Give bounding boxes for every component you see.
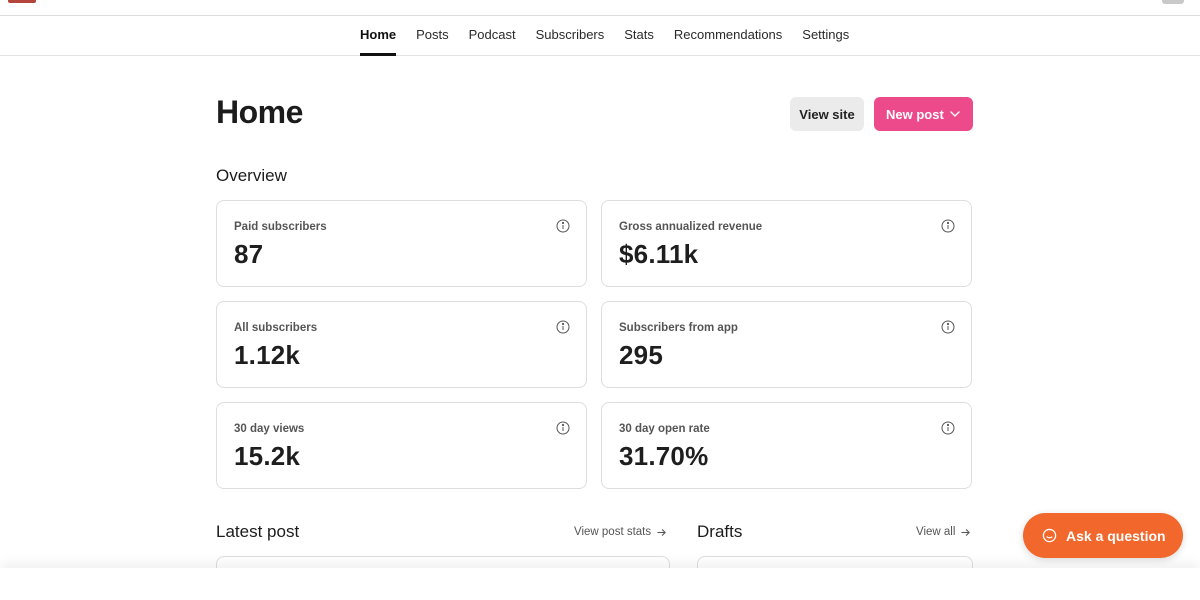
drafts-panel[interactable] [697, 556, 973, 576]
tab-stats[interactable]: Stats [624, 27, 654, 42]
stat-value: 87 [234, 239, 264, 269]
chevron-down-icon [950, 111, 960, 117]
stat-card-30-day-views[interactable]: 30 day views 15.2k [216, 402, 587, 489]
view-all-label: View all [916, 526, 956, 538]
stat-card-30-day-open-rate[interactable]: 30 day open rate 31.70% [601, 402, 972, 489]
stat-value: $6.11k [619, 239, 699, 269]
stat-label: Gross annualized revenue [619, 221, 763, 233]
overview-heading: Overview [216, 166, 287, 185]
new-post-label: New post [886, 106, 944, 122]
top-strip [0, 0, 1200, 16]
tab-recommendations[interactable]: Recommendations [673, 27, 783, 42]
stat-card-all-subscribers[interactable]: All subscribers 1.12k [216, 301, 587, 388]
view-site-label: View site [799, 106, 855, 122]
avatar[interactable] [1162, 0, 1184, 4]
stat-label: All subscribers [234, 322, 318, 334]
stat-value: 15.2k [234, 441, 301, 471]
chat-bubble-icon [1042, 528, 1057, 543]
stat-label: Paid subscribers [234, 221, 327, 233]
tab-home[interactable]: Home [360, 16, 397, 56]
stat-value: 1.12k [234, 340, 301, 370]
info-icon[interactable] [556, 219, 570, 233]
new-post-button[interactable]: New post [874, 97, 973, 131]
stat-card-paid-subscribers[interactable]: Paid subscribers 87 [216, 200, 587, 287]
drafts-heading: Drafts [697, 522, 743, 541]
stat-value: 295 [619, 340, 663, 370]
view-post-stats-label: View post stats [574, 526, 652, 538]
stat-card-subscribers-from-app[interactable]: Subscribers from app 295 [601, 301, 972, 388]
stat-label: 30 day open rate [619, 423, 710, 435]
main-nav: Home Posts Podcast Subscribers Stats Rec… [0, 16, 1200, 56]
info-icon[interactable] [941, 219, 955, 233]
tab-subscribers[interactable]: Subscribers [535, 27, 605, 42]
info-icon[interactable] [556, 421, 570, 435]
page-title: Home [216, 94, 303, 130]
ask-a-question-button[interactable]: Ask a question [1023, 513, 1183, 558]
arrow-right-icon [657, 528, 666, 536]
publication-logo[interactable] [8, 0, 36, 3]
nav-tabs: Home Posts Podcast Subscribers Stats Rec… [360, 16, 869, 56]
tab-podcast[interactable]: Podcast [468, 27, 516, 42]
stat-card-gross-revenue[interactable]: Gross annualized revenue $6.11k [601, 200, 972, 287]
latest-post-heading: Latest post [216, 522, 300, 541]
tab-posts[interactable]: Posts [416, 27, 449, 42]
latest-post-panel[interactable] [216, 556, 670, 576]
stat-label: 30 day views [234, 423, 305, 435]
ask-a-question-label: Ask a question [1066, 527, 1166, 544]
view-post-stats-link[interactable]: View post stats [574, 526, 667, 538]
stat-value: 31.70% [619, 441, 709, 471]
bottom-edge [0, 568, 1200, 600]
info-icon[interactable] [556, 320, 570, 334]
stat-label: Subscribers from app [619, 322, 738, 334]
view-all-drafts-link[interactable]: View all [916, 526, 971, 538]
tab-settings[interactable]: Settings [802, 27, 850, 42]
view-site-button[interactable]: View site [790, 97, 864, 131]
arrow-right-icon [961, 528, 971, 536]
info-icon[interactable] [941, 320, 955, 334]
info-icon[interactable] [941, 421, 955, 435]
